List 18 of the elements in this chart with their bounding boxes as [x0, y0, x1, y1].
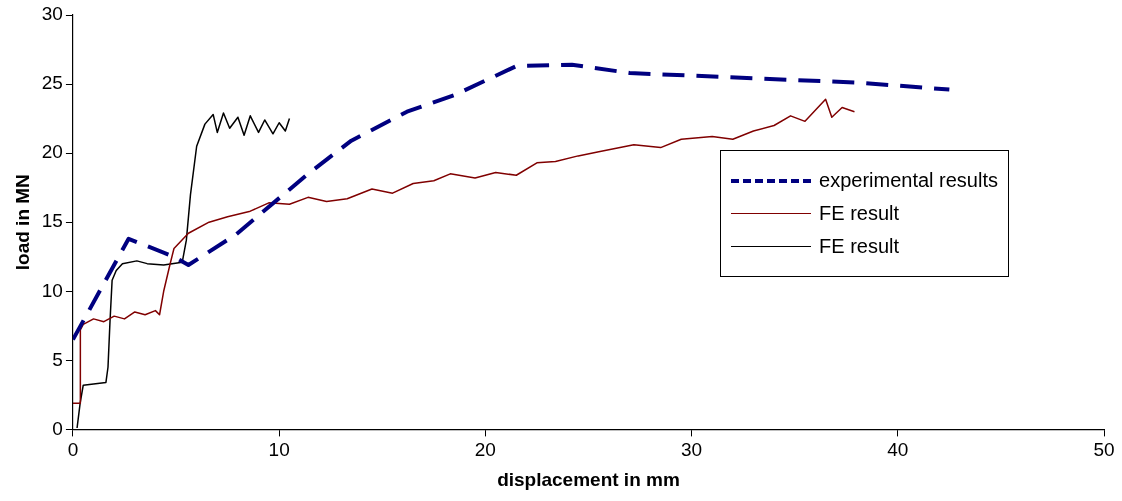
y-axis-title: load in MN [11, 174, 33, 271]
y-tick-label: 10 [41, 279, 63, 301]
y-tick-label: 30 [41, 3, 63, 25]
x-tick-label: 10 [268, 439, 290, 461]
x-tick-label: 30 [681, 439, 703, 461]
y-tick-label: 15 [41, 210, 63, 232]
y-tick-label: 25 [41, 72, 63, 94]
y-tick-label: 20 [41, 141, 63, 163]
x-tick-label: 20 [474, 439, 496, 461]
y-tick-label: 5 [52, 348, 63, 370]
y-tick-label: 0 [52, 417, 63, 439]
legend-label: FE result [819, 202, 900, 225]
x-tick-label: 50 [1093, 439, 1115, 461]
legend-label: experimental results [819, 169, 998, 192]
x-axis-title: displacement in mm [497, 468, 680, 490]
legend-label: FE result [819, 235, 900, 258]
x-tick-label: 0 [67, 439, 79, 461]
x-tick-label: 40 [887, 439, 909, 461]
